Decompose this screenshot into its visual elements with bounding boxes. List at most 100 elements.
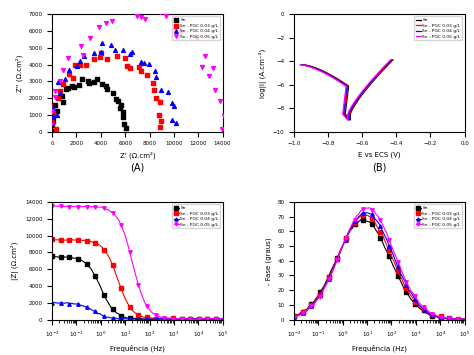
Sn - PGC 0.03 g/L [96,54,103,60]
Sn - PGC 0.05 g/L [153,313,158,317]
Sn [75,82,82,87]
Sn - PGC 0.05 g/L [341,113,346,118]
Sn - PGC 0.03 g/L [49,237,55,241]
Sn [168,317,173,322]
Sn - PGC 0.03 g/L [151,87,158,93]
Sn - PGC 0.03 g/L [156,99,164,104]
Sn - PGC 0.05 g/L [218,126,225,132]
Sn [390,58,396,62]
Sn [347,112,353,116]
Sn - PGC 0.05 g/L [133,13,141,19]
Sn - PGC 0.05 g/L [397,264,402,268]
Sn - PGC 0.04 g/L [157,317,163,321]
Sn - PGC 0.04 g/L [346,112,352,116]
Sn - PGC 0.05 g/L [87,36,94,41]
Sn - PGC 0.04 g/L [462,317,467,322]
Sn - PGC 0.05 g/L [410,291,416,295]
Sn - PGC 0.04 g/L [140,60,147,65]
Line: Sn - PGC 0.03 g/L: Sn - PGC 0.03 g/L [50,238,224,321]
Sn - PGC 0.03 g/L [389,58,395,62]
Sn - PGC 0.03 g/L [127,65,134,71]
Sn - PGC 0.03 g/L [445,316,450,321]
Legend: Sn, Sn - PGC 0.03 g/L, Sn - PGC 0.04 g/L, Sn - PGC 0.05 g/L: Sn, Sn - PGC 0.03 g/L, Sn - PGC 0.04 g/L… [414,16,462,40]
Sn - PGC 0.03 g/L [155,113,163,118]
Sn [70,84,78,90]
Sn [109,91,117,96]
Sn - PGC 0.05 g/L [141,16,148,22]
Sn - PGC 0.03 g/L [346,112,352,116]
Sn - PGC 0.05 g/L [51,94,59,100]
Sn - PGC 0.05 g/L [77,43,85,49]
Sn - PGC 0.03 g/L [403,286,409,290]
Sn [122,125,130,131]
Sn - PGC 0.05 g/L [199,64,206,70]
Sn - PGC 0.05 g/L [340,113,346,117]
Sn - PGC 0.03 g/L [48,119,56,125]
Sn - PGC 0.04 g/L [205,317,210,321]
Sn - PGC 0.04 g/L [341,113,347,117]
Sn - PGC 0.04 g/L [49,301,55,305]
Sn - PGC 0.04 g/L [52,300,57,305]
Sn - PGC 0.03 g/L [49,111,56,116]
Sn - PGC 0.04 g/L [335,78,340,82]
Sn - PGC 0.04 g/L [126,51,133,57]
Sn [64,85,72,91]
Sn [51,128,58,134]
Sn - PGC 0.05 g/L [127,250,133,255]
Sn [49,254,55,258]
Sn - PGC 0.03 g/L [455,317,461,322]
Sn [125,316,130,321]
Sn - PGC 0.04 g/L [397,270,402,274]
Sn [112,96,120,102]
Sn - PGC 0.05 g/L [462,317,467,321]
Sn - PGC 0.05 g/L [193,35,201,41]
Sn - PGC 0.05 g/L [211,87,219,92]
Sn - PGC 0.05 g/L [378,67,384,72]
Sn - PGC 0.04 g/L [298,63,304,67]
Sn - PGC 0.05 g/L [205,317,210,321]
Sn - PGC 0.03 g/L [343,113,348,118]
Sn [119,110,127,115]
Sn - PGC 0.05 g/L [216,98,224,104]
Sn - PGC 0.05 g/L [209,65,217,71]
Sn - PGC 0.04 g/L [172,120,179,125]
Line: Sn: Sn [50,255,224,321]
Sn - PGC 0.03 g/L [346,118,352,122]
Sn - PGC 0.03 g/L [121,55,128,61]
Sn - PGC 0.04 g/L [151,68,159,73]
Sn [93,76,100,82]
Sn - PGC 0.04 g/L [220,316,226,321]
X-axis label: E vs ECS (V): E vs ECS (V) [358,152,401,158]
Sn [445,317,450,321]
Sn - PGC 0.05 g/L [177,29,185,34]
Sn - PGC 0.04 g/L [342,113,347,118]
Sn - PGC 0.05 g/L [137,14,145,20]
Sn - PGC 0.04 g/L [137,59,145,65]
Sn - PGC 0.03 g/L [91,56,98,62]
Sn [155,317,161,321]
Sn - PGC 0.04 g/L [111,47,119,53]
Sn [91,79,98,84]
Sn [153,317,158,322]
Sn - PGC 0.04 g/L [54,80,61,85]
Sn - PGC 0.04 g/L [164,89,172,94]
Sn - PGC 0.05 g/L [190,317,195,322]
Sn - PGC 0.05 g/L [155,314,161,318]
Sn [291,314,297,318]
Sn - PGC 0.05 g/L [162,316,167,320]
Sn - PGC 0.03 g/L [462,317,467,322]
Sn - PGC 0.04 g/L [119,47,127,53]
Sn - PGC 0.03 g/L [156,125,164,130]
Sn - PGC 0.03 g/L [369,217,374,221]
Sn - PGC 0.05 g/L [49,204,55,208]
Sn [151,317,156,321]
Sn - PGC 0.03 g/L [46,104,54,109]
Sn [337,78,342,82]
Sn - PGC 0.05 g/L [96,24,103,30]
Sn [300,62,305,67]
Y-axis label: Z'' (Ω.cm²): Z'' (Ω.cm²) [15,54,23,92]
Sn - PGC 0.03 g/L [342,113,348,117]
X-axis label: Frequência (Hz): Frequência (Hz) [352,344,407,351]
Sn - PGC 0.04 g/L [395,264,401,268]
Line: Sn - PGC 0.04 g/L: Sn - PGC 0.04 g/L [50,301,224,321]
